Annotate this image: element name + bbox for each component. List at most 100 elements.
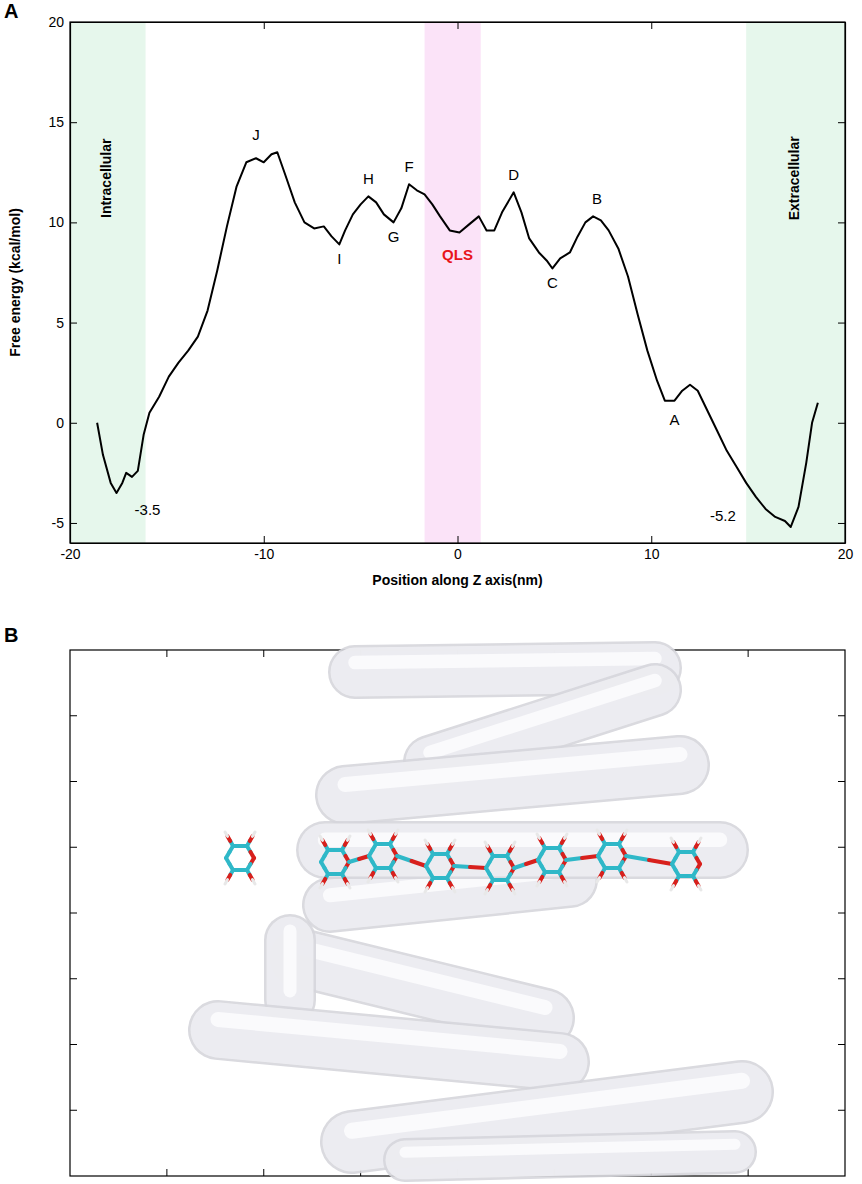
bond bbox=[566, 858, 582, 860]
frame-tick bbox=[70, 715, 77, 716]
hydrogen bbox=[348, 836, 351, 840]
tick-label: -20 bbox=[60, 546, 80, 562]
region bbox=[70, 22, 146, 543]
tick bbox=[458, 22, 459, 29]
tick-mark bbox=[651, 536, 652, 543]
tick bbox=[838, 122, 845, 123]
tick-label: 10 bbox=[48, 214, 64, 230]
axis-line bbox=[845, 23, 846, 544]
tick-mark bbox=[70, 423, 77, 424]
tick: 15 bbox=[48, 114, 77, 130]
tick: 10 bbox=[48, 214, 77, 230]
hydrogen bbox=[348, 884, 351, 888]
frame-tick bbox=[838, 1110, 845, 1111]
annotation: F bbox=[404, 158, 413, 175]
annotation: G bbox=[388, 228, 400, 245]
axis: -5 0 5 10 15 20 bbox=[48, 14, 77, 544]
helix-outline bbox=[300, 958, 545, 1018]
helix-highlight bbox=[218, 1020, 560, 1052]
tick: -5 bbox=[52, 515, 77, 531]
tick-label: -10 bbox=[254, 546, 274, 562]
panel-frame bbox=[70, 650, 845, 1176]
frame-tick bbox=[166, 1169, 167, 1176]
annotation: QLS bbox=[442, 246, 473, 263]
tick-label: 0 bbox=[56, 415, 64, 431]
hydrogen bbox=[225, 880, 228, 884]
tick-mark bbox=[838, 423, 845, 424]
helix-highlight bbox=[352, 1081, 742, 1131]
hydrogen bbox=[453, 840, 456, 844]
tick-mark bbox=[70, 523, 77, 524]
tick: -10 bbox=[254, 536, 274, 562]
helices bbox=[218, 659, 742, 1160]
frame-tick bbox=[263, 650, 264, 657]
bond bbox=[397, 856, 412, 861]
frame-tick bbox=[70, 978, 77, 979]
tick: 0 bbox=[454, 536, 462, 562]
tick-mark bbox=[458, 22, 459, 29]
bond bbox=[582, 856, 598, 858]
helix-outline bbox=[325, 821, 720, 879]
region bbox=[746, 22, 845, 543]
tick-label: 5 bbox=[56, 315, 64, 331]
tick-mark bbox=[838, 22, 845, 23]
hydrogen bbox=[368, 878, 371, 882]
hydrogen bbox=[225, 832, 228, 836]
helix-body bbox=[325, 824, 720, 877]
frame-tick bbox=[263, 1169, 264, 1176]
tick-label: 15 bbox=[48, 114, 64, 130]
frame-tick bbox=[166, 650, 167, 657]
frame-tick bbox=[70, 1044, 77, 1045]
frame-tick bbox=[70, 847, 77, 848]
bond bbox=[251, 852, 255, 858]
annotation: B bbox=[592, 190, 602, 207]
tick-mark bbox=[70, 323, 77, 324]
frame-tick bbox=[838, 715, 845, 716]
annotation: -3.5 bbox=[135, 501, 161, 518]
tick: 10 bbox=[644, 536, 660, 562]
frame-tick bbox=[838, 913, 845, 914]
annotation: A bbox=[669, 411, 679, 428]
tick-mark bbox=[838, 122, 845, 123]
y-axis-title: Free energy (kcal/mol) bbox=[7, 208, 23, 357]
helix-highlight bbox=[355, 659, 655, 663]
axis: -20-1001020 bbox=[60, 536, 853, 562]
tick-mark bbox=[838, 222, 845, 223]
tick-mark bbox=[70, 122, 77, 123]
sugar-chain bbox=[225, 830, 701, 894]
tick-mark bbox=[70, 22, 77, 23]
hydrogen bbox=[513, 890, 516, 894]
region-label: Intracellular bbox=[98, 138, 114, 218]
tick-mark bbox=[264, 536, 265, 543]
plot-frame bbox=[70, 22, 845, 543]
region bbox=[425, 22, 481, 543]
helix-highlight bbox=[284, 931, 297, 991]
hydrogen bbox=[537, 834, 540, 838]
hydrogen bbox=[671, 838, 674, 842]
bond bbox=[649, 860, 672, 864]
tick-mark bbox=[264, 22, 265, 29]
hydrogen bbox=[485, 842, 488, 846]
hydrogen bbox=[537, 882, 540, 886]
hydrogen bbox=[699, 838, 702, 842]
tick bbox=[838, 423, 845, 424]
hydrogen bbox=[453, 888, 456, 892]
helix-body bbox=[300, 958, 545, 1018]
annotation: -5.2 bbox=[710, 507, 736, 524]
annotation: D bbox=[508, 166, 519, 183]
structure-panel bbox=[70, 650, 845, 1176]
frame-tick bbox=[838, 781, 845, 782]
hydrogen bbox=[425, 888, 428, 892]
bond bbox=[626, 856, 649, 860]
panel-label: A bbox=[4, 0, 18, 22]
helix-highlight bbox=[325, 833, 720, 848]
helix-highlight bbox=[405, 1144, 735, 1152]
panel-label: B bbox=[4, 624, 18, 646]
hydrogen bbox=[396, 830, 399, 834]
tick: 20 bbox=[48, 14, 77, 30]
annotation: C bbox=[547, 274, 558, 291]
tick-mark bbox=[458, 536, 459, 543]
tick bbox=[838, 22, 845, 23]
axis-line bbox=[71, 543, 846, 544]
annotation: J bbox=[252, 126, 260, 143]
